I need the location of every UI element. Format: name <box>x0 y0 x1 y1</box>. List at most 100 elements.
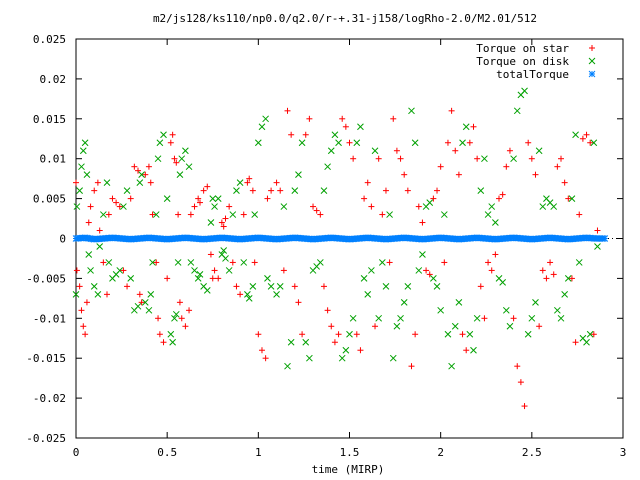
data-point <box>302 131 309 138</box>
data-point <box>251 211 259 218</box>
data-point <box>99 211 107 218</box>
data-point <box>342 346 350 354</box>
chart-title: m2/js128/ks110/np0.0/q2.0/r-+.31-j158/lo… <box>153 12 537 25</box>
data-point <box>324 307 331 314</box>
data-point <box>474 155 481 162</box>
data-point <box>251 259 258 266</box>
data-point <box>397 155 404 162</box>
data-point <box>167 139 174 146</box>
data-point <box>535 147 543 155</box>
data-point <box>154 155 162 163</box>
data-point <box>324 163 331 171</box>
data-point <box>335 331 342 338</box>
data-point <box>393 147 400 154</box>
data-point <box>415 203 422 210</box>
data-point <box>185 163 193 171</box>
data-point <box>277 187 284 194</box>
data-point <box>331 131 339 139</box>
data-point <box>510 155 517 163</box>
data-point <box>73 203 81 210</box>
data-point <box>214 195 222 202</box>
data-point <box>594 227 601 234</box>
data-point <box>488 203 496 210</box>
data-point <box>349 314 357 322</box>
data-point <box>499 279 507 286</box>
data-point <box>147 179 154 186</box>
data-point <box>430 195 437 202</box>
data-point <box>94 179 101 186</box>
data-point <box>249 187 256 194</box>
data-point <box>389 354 397 362</box>
data-point <box>203 287 211 294</box>
data-point <box>134 302 142 310</box>
data-point <box>313 207 320 214</box>
data-point <box>481 315 488 322</box>
data-point <box>448 362 455 370</box>
legend-label: Torque on disk <box>476 55 569 68</box>
data-point <box>539 203 547 210</box>
data-point <box>171 155 178 162</box>
data-point <box>444 139 451 146</box>
data-point <box>287 338 295 346</box>
data-point <box>268 187 275 194</box>
data-point <box>568 275 575 282</box>
data-point <box>433 283 441 290</box>
data-point <box>207 251 214 258</box>
data-point <box>240 211 247 218</box>
y-tick-label: 0 <box>59 233 66 246</box>
data-point <box>237 291 244 298</box>
data-point <box>200 187 207 194</box>
data-point <box>127 195 134 202</box>
data-point <box>167 330 175 338</box>
data-point <box>357 123 364 131</box>
data-point <box>397 314 404 322</box>
data-point <box>339 115 346 122</box>
data-point <box>568 195 576 202</box>
data-point <box>194 275 202 282</box>
data-point <box>152 211 160 218</box>
data-point <box>368 203 375 210</box>
data-point <box>85 251 93 258</box>
data-point <box>134 167 141 174</box>
data-point <box>178 155 186 163</box>
data-point <box>116 267 124 274</box>
data-point <box>401 171 408 178</box>
data-point <box>103 179 111 186</box>
x-tick-label: 1 <box>255 446 262 459</box>
data-point <box>434 187 441 194</box>
data-point <box>426 199 434 206</box>
data-point <box>444 330 452 338</box>
data-point <box>149 259 156 266</box>
legend-marker <box>589 45 595 51</box>
data-point <box>136 179 144 186</box>
y-tick-label: -0.01 <box>33 312 66 325</box>
data-point <box>470 123 477 130</box>
data-point <box>113 199 120 206</box>
data-point <box>187 211 194 218</box>
data-point <box>302 338 310 346</box>
data-point <box>264 275 271 282</box>
data-point <box>96 243 104 250</box>
data-point <box>492 251 499 258</box>
data-point <box>80 323 87 330</box>
data-point <box>244 291 251 298</box>
data-point <box>502 306 510 314</box>
data-point <box>244 179 251 186</box>
data-point <box>576 211 583 218</box>
data-point <box>229 259 236 266</box>
data-point <box>258 347 265 354</box>
data-point <box>408 107 415 115</box>
data-point <box>229 211 237 218</box>
data-point <box>594 243 601 250</box>
data-point <box>331 339 338 346</box>
data-point <box>564 275 572 282</box>
data-point <box>187 259 195 266</box>
data-point <box>590 331 597 338</box>
data-point <box>404 283 412 290</box>
data-point <box>306 354 313 362</box>
series-totaltorque <box>72 234 609 243</box>
data-point <box>218 219 225 226</box>
data-point <box>246 175 253 182</box>
x-tick-label: 2.5 <box>522 446 542 459</box>
data-point <box>521 403 528 410</box>
